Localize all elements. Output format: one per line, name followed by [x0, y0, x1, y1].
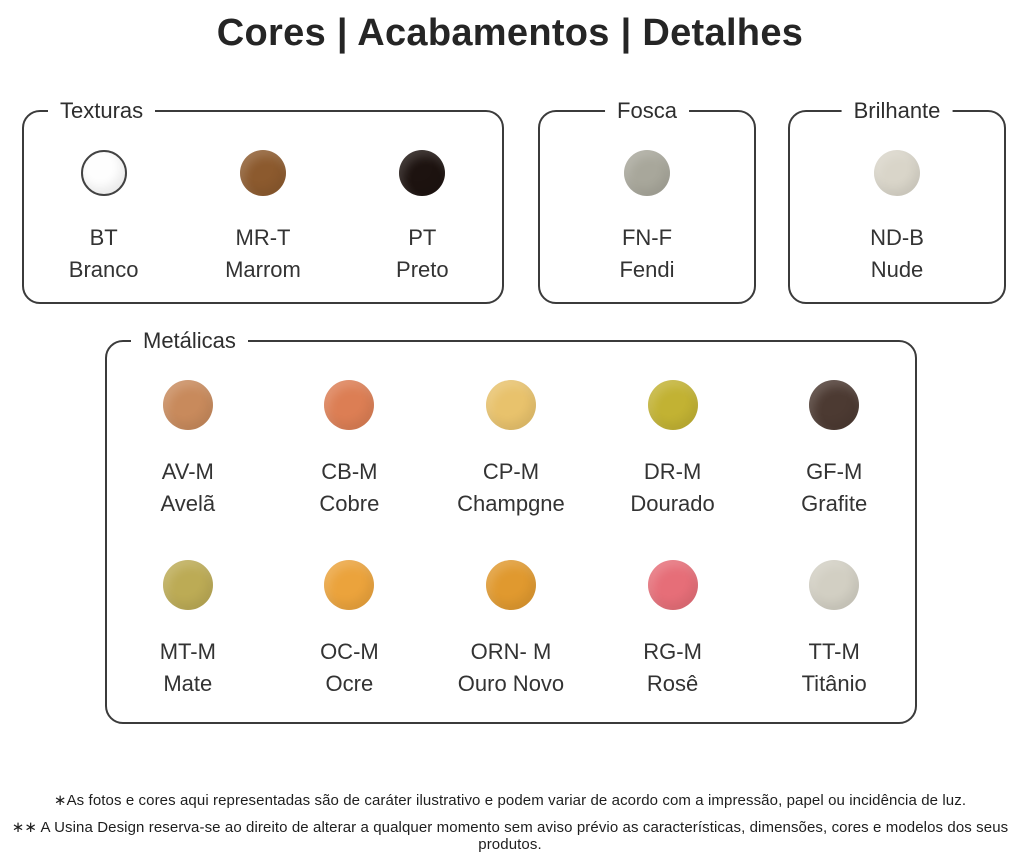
footnote-rights: ∗∗ A Usina Design reserva-se ao direito … — [11, 819, 1009, 853]
swatch-name: Cobre — [319, 491, 380, 516]
color-swatch-pt — [399, 150, 446, 196]
swatch-cell-cpm: CP-M Champgne — [430, 380, 592, 520]
footnote-illustrative: ∗As fotos e cores aqui representadas são… — [53, 792, 967, 809]
swatch-name: Branco — [68, 257, 139, 282]
swatch-name: Titânio — [801, 671, 867, 696]
swatch-name: Grafite — [801, 491, 868, 516]
panel-brilhante: Brilhante ND-B Nude — [788, 96, 1006, 304]
swatch-name: Fendi — [619, 257, 675, 282]
fosca-swatch-row: FN-F Fendi — [540, 150, 754, 286]
swatch-cell-drm: DR-M Dourado — [592, 380, 754, 520]
panel-fosca-legend: Fosca — [605, 96, 689, 126]
swatch-code: DR-M — [643, 459, 702, 484]
swatch-cell-gfm: GF-M Grafite — [753, 380, 915, 520]
swatch-cell-mtm: MT-M Mate — [107, 560, 269, 700]
swatch-code: BT — [89, 225, 118, 250]
swatch-code: RG-M — [643, 639, 702, 664]
color-swatch-ocm — [324, 560, 375, 610]
swatch-code: FN-F — [621, 225, 673, 250]
page-title: Cores | Acabamentos | Detalhes — [216, 12, 804, 54]
swatch-cell-ndb: ND-B Nude — [790, 150, 1004, 286]
color-swatch-gfm — [809, 380, 860, 430]
swatch-cell-mrt: MR-T Marrom — [183, 150, 342, 286]
color-swatch-ornm — [485, 560, 536, 610]
color-swatch-fnf — [624, 150, 670, 196]
swatch-cell-avm: AV-M Avelã — [107, 380, 269, 520]
swatch-cell-ocm: OC-M Ocre — [269, 560, 431, 700]
swatch-cell-ttm: TT-M Titânio — [753, 560, 915, 700]
swatch-code: MT-M — [159, 639, 216, 664]
color-swatch-drm — [647, 380, 698, 430]
panel-brilhante-legend: Brilhante — [841, 96, 953, 126]
panel-fosca: Fosca FN-F Fendi — [538, 96, 756, 304]
color-swatch-mrt — [239, 150, 286, 196]
color-swatch-cbm — [324, 380, 375, 430]
swatch-code: GF-M — [806, 459, 863, 484]
panel-metalicas-legend: Metálicas — [131, 326, 248, 356]
swatch-cell-ornm: ORN- M Ouro Novo — [430, 560, 592, 700]
color-swatch-mtm — [162, 560, 213, 610]
swatch-code: OC-M — [320, 639, 379, 664]
swatch-code: AV-M — [161, 459, 214, 484]
swatch-name: Ocre — [325, 671, 374, 696]
swatch-name: Ouro Novo — [457, 671, 565, 696]
color-swatch-avm — [162, 380, 213, 430]
swatch-name: Rosê — [646, 671, 699, 696]
panel-metalicas: Metálicas AV-M Avelã CB-M Cobre CP-M Cha… — [105, 326, 917, 724]
swatch-code: ORN- M — [470, 639, 552, 664]
panel-texturas-legend: Texturas — [48, 96, 156, 126]
texturas-swatch-row: BT Branco MR-T Marrom PT Preto — [24, 150, 502, 286]
panel-texturas: Texturas BT Branco MR-T Marrom PT Preto — [22, 96, 504, 304]
swatch-cell-pt: PT Preto — [343, 150, 502, 286]
swatch-name: Avelã — [160, 491, 216, 516]
color-swatch-ttm — [809, 560, 860, 610]
swatch-cell-bt: BT Branco — [24, 150, 183, 286]
swatch-name: Nude — [870, 257, 924, 282]
swatch-code: CB-M — [321, 459, 378, 484]
swatch-code: ND-B — [870, 225, 924, 250]
color-swatch-cpm — [485, 380, 536, 430]
swatch-name: Mate — [163, 671, 213, 696]
metalicas-swatch-row-2: MT-M Mate OC-M Ocre ORN- M Ouro Novo RG-… — [107, 560, 915, 700]
swatch-cell-rgm: RG-M Rosê — [592, 560, 754, 700]
brilhante-swatch-row: ND-B Nude — [790, 150, 1004, 286]
swatch-name: Dourado — [630, 491, 715, 516]
swatch-code: MR-T — [235, 225, 291, 250]
metalicas-swatch-row-1: AV-M Avelã CB-M Cobre CP-M Champgne DR-M… — [107, 380, 915, 520]
swatch-cell-cbm: CB-M Cobre — [269, 380, 431, 520]
swatch-code: CP-M — [482, 459, 540, 484]
color-swatch-ndb — [874, 150, 920, 196]
swatch-code: TT-M — [808, 639, 860, 664]
swatch-name: Marrom — [225, 257, 301, 282]
swatch-cell-fnf: FN-F Fendi — [540, 150, 754, 286]
swatch-name: Champgne — [457, 491, 565, 516]
swatch-code: PT — [408, 225, 437, 250]
color-swatch-rgm — [647, 560, 698, 610]
swatch-name: Preto — [396, 257, 449, 282]
color-swatch-bt — [80, 150, 127, 196]
